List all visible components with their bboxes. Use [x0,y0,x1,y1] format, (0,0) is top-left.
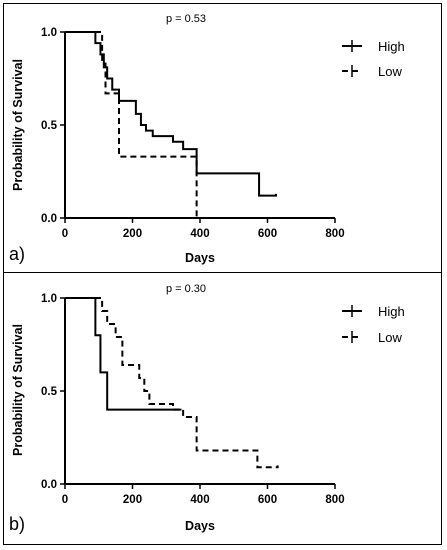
panel-a-x-tick-label: 0 [62,228,68,240]
figure-frame [3,3,442,545]
panel-a-legend-high-label: High [378,39,405,54]
panel-a-p-value: p = 0.53 [166,13,206,25]
panel-a-label: a) [9,244,25,264]
panel-a-legend: High Low [342,39,405,79]
panel-b-x-tick-label: 800 [325,494,344,506]
panel-a-series-low-curve [65,31,198,218]
panel-b-legend: High Low [342,304,405,345]
panel-b-curves [65,297,279,469]
panel-a-curves [65,31,277,218]
panel-a-x-tick-label: 400 [190,228,209,240]
panel-a-legend-low-label: Low [378,64,402,79]
panel-divider [3,272,442,273]
panel-a-y-tick-label: 1.0 [41,27,57,39]
panel-b-y-tick-label: 0.5 [41,386,58,398]
panel-b-y-axis-label: Probability of Survival [11,324,25,456]
panel-b-series-low-curve [65,297,279,469]
panel-b-axes: 0 200 400 600 800 0.0 0.5 1.0 [41,293,345,506]
panel-b-legend-high-label: High [378,304,405,319]
panel-a-x-tick-label: 200 [123,228,142,240]
panel-b-y-tick-label: 0.0 [41,479,57,491]
panel-a-y-axis-label: Probability of Survival [11,59,25,191]
panel-b-legend-low-label: Low [378,330,402,345]
panel-a-x-axis-label: Days [185,251,215,265]
panel-b-x-tick-label: 600 [258,494,277,506]
panel-b-p-value: p = 0.30 [166,283,206,295]
panel-a-y-tick-label: 0.5 [41,120,58,132]
panel-b: p = 0.30 0 200 400 600 800 0.0 0.5 1.0 Probabil… [9,283,405,534]
panel-a-axes: 0 200 400 600 800 0.0 0.5 1.0 [41,27,345,240]
panel-b-x-axis-label: Days [185,519,215,533]
panel-b-x-tick-label: 0 [62,494,68,506]
panel-b-x-tick-label: 400 [190,494,209,506]
panel-a-x-tick-label: 600 [258,228,277,240]
panel-a: p = 0.53 0 200 400 600 800 0.0 0.5 1.0 Probabil… [9,13,405,265]
panel-b-y-tick-label: 1.0 [41,293,57,305]
panel-a-x-tick-label: 800 [325,228,344,240]
panel-b-x-tick-label: 200 [123,494,142,506]
panel-a-y-tick-label: 0.0 [41,213,57,225]
panel-b-series-high-curve [65,297,182,411]
panel-a-series-high-curve [65,31,277,197]
panel-b-label: b) [9,514,25,534]
